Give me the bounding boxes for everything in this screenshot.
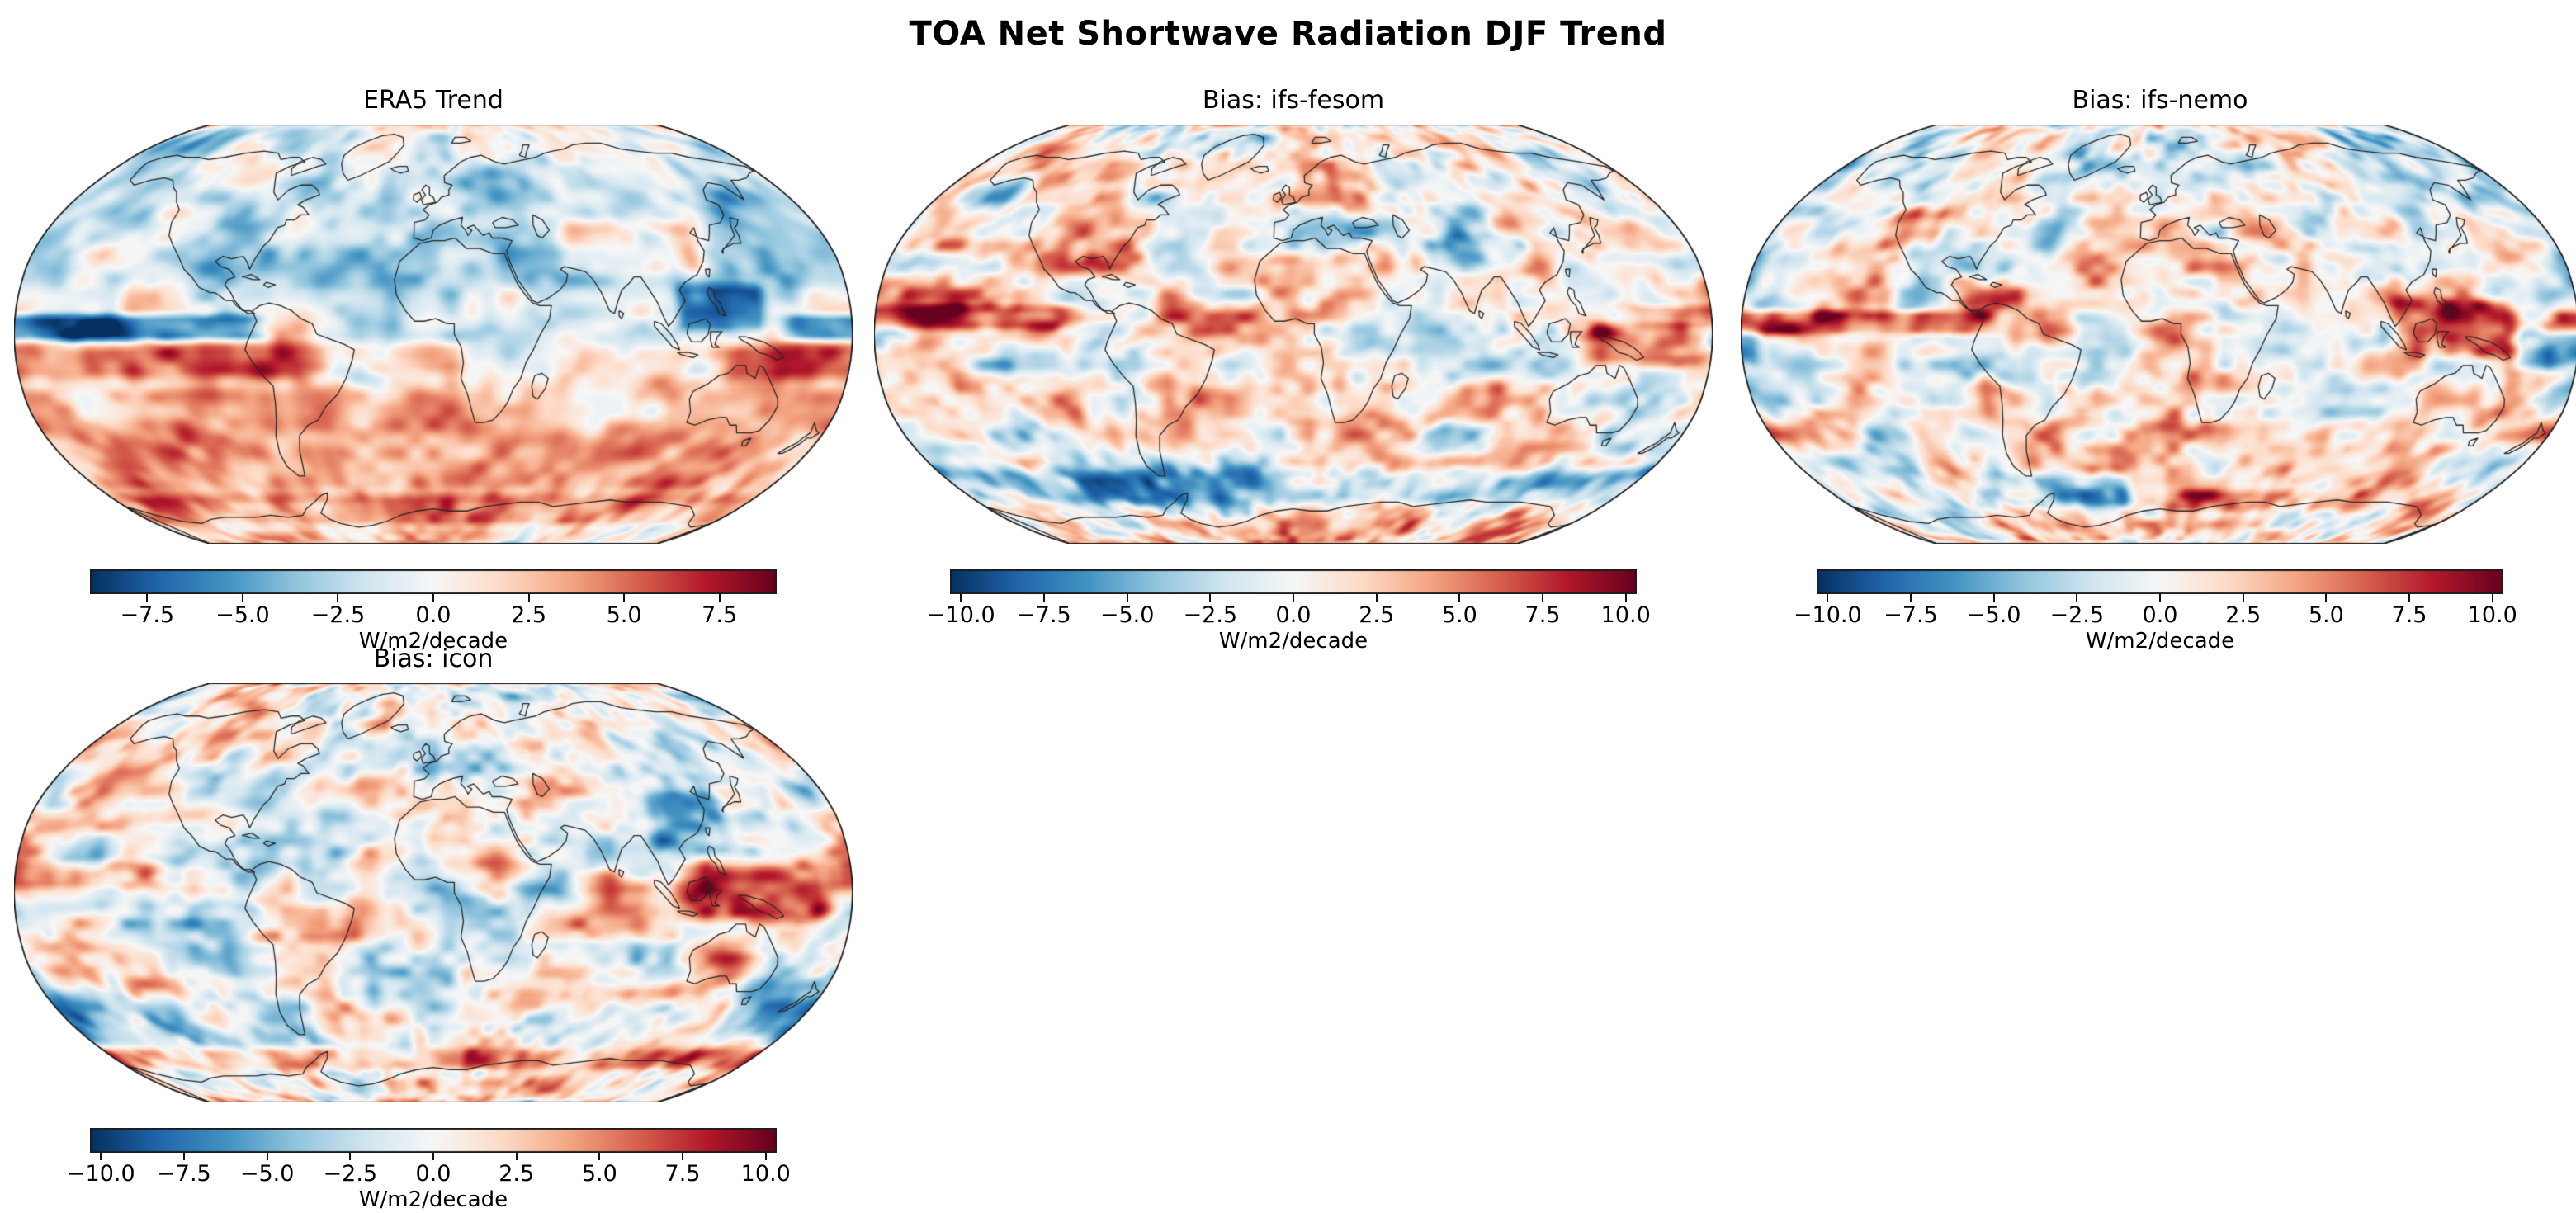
colorbar-tick-label: 0.0 bbox=[2142, 602, 2178, 628]
colorbar-tick-mark bbox=[241, 594, 243, 602]
colorbar-tick-label: −7.5 bbox=[1884, 602, 1938, 628]
colorbar-tick-mark bbox=[764, 1153, 767, 1160]
colorbar-tick-label: −2.5 bbox=[2049, 602, 2105, 628]
colorbar-tick-mark bbox=[2076, 594, 2078, 602]
colorbar-tick-mark bbox=[1209, 594, 1212, 602]
colorbar-tick-mark bbox=[182, 1153, 185, 1160]
era5-colorbar: W/m2/decade −7.5 −5.0 −2.5 0.0 2.5 5.0 7.5 bbox=[90, 569, 777, 662]
colorbar-tick-mark bbox=[598, 1153, 601, 1160]
ifs-fesom-colorbar: W/m2/decade −10.0 −7.5 −5.0 −2.5 0.0 2.5 5.0 7.… bbox=[927, 569, 1651, 662]
colorbar-tick-mark bbox=[1126, 594, 1128, 602]
ifs-nemo-map-canvas bbox=[1741, 125, 2576, 544]
colorbar-gradient bbox=[90, 569, 777, 594]
subplot-title: ERA5 Trend bbox=[363, 86, 503, 115]
colorbar-tick-mark bbox=[337, 594, 339, 602]
colorbar-tick-mark bbox=[2242, 594, 2244, 602]
colorbar-tick-label: 2.5 bbox=[2225, 602, 2262, 628]
colorbar-tick-mark bbox=[1542, 594, 1544, 602]
colorbar-tick-label: −5.0 bbox=[1966, 602, 2021, 628]
colorbar-tick-label: −7.5 bbox=[1017, 602, 1071, 628]
colorbar-tick-mark bbox=[515, 1153, 518, 1160]
ifs-nemo-colorbar: W/m2/decade −10.0 −7.5 −5.0 −2.5 0.0 2.5 5.0 7.… bbox=[1794, 569, 2517, 662]
colorbar-tick-label: 7.5 bbox=[664, 1161, 701, 1187]
colorbar-tick-mark bbox=[718, 594, 721, 602]
colorbar-tick-mark bbox=[1293, 594, 1294, 602]
colorbar-tick-mark bbox=[1624, 594, 1627, 602]
figure-title: TOA Net Shortwave Radiation DJF Trend bbox=[909, 15, 1667, 53]
colorbar-tick-label: −2.5 bbox=[1183, 602, 1238, 628]
colorbar-tick-label: −10.0 bbox=[66, 1161, 135, 1187]
colorbar-tick-label: 0.0 bbox=[415, 602, 451, 628]
ifs-fesom-map-canvas bbox=[874, 125, 1713, 544]
colorbar-tick-mark bbox=[623, 594, 626, 602]
colorbar-tick-label: −10.0 bbox=[1793, 602, 1862, 628]
colorbar-tick-label: 5.0 bbox=[581, 1161, 617, 1187]
colorbar-tick-mark bbox=[1909, 594, 1912, 602]
colorbar-tick-mark bbox=[960, 594, 962, 602]
colorbar-tick-label: −5.0 bbox=[215, 602, 270, 628]
colorbar-tick-label: −5.0 bbox=[1099, 602, 1155, 628]
colorbar-tick-label: −7.5 bbox=[120, 602, 175, 628]
colorbar-unit-label: W/m2/decade bbox=[2085, 629, 2235, 654]
subplot-title: Bias: ifs-nemo bbox=[2072, 86, 2248, 115]
colorbar-tick-mark bbox=[432, 1153, 434, 1160]
colorbar-tick-mark bbox=[527, 594, 530, 602]
colorbar-tick-mark bbox=[432, 594, 434, 602]
colorbar-gradient bbox=[1817, 569, 2503, 594]
colorbar-tick-label: −2.5 bbox=[310, 602, 366, 628]
colorbar-tick-mark bbox=[146, 594, 149, 602]
colorbar-tick-label: 10.0 bbox=[2467, 602, 2517, 628]
colorbar-tick-label: 10.0 bbox=[740, 1161, 791, 1187]
colorbar-tick-mark bbox=[349, 1153, 352, 1160]
colorbar-tick-label: 0.0 bbox=[415, 1161, 451, 1187]
icon-colorbar: W/m2/decade −10.0 −7.5 −5.0 −2.5 0.0 2.5 5.0 7.… bbox=[67, 1128, 791, 1213]
colorbar-tick-mark bbox=[1992, 594, 1995, 602]
colorbar-tick-label: 2.5 bbox=[1359, 602, 1395, 628]
colorbar-gradient bbox=[90, 1128, 777, 1153]
subplot-bias-ifs-fesom: Bias: ifs-fesom W/m2/decade −10.0 −7.5 −5.… bbox=[874, 86, 1713, 663]
colorbar-tick-mark bbox=[2159, 594, 2161, 602]
colorbar-tick-label: 5.0 bbox=[2308, 602, 2344, 628]
colorbar-tick-mark bbox=[1827, 594, 1829, 602]
colorbar-unit-label: W/m2/decade bbox=[358, 1187, 508, 1212]
colorbar-tick-mark bbox=[2408, 594, 2411, 602]
era5-map-canvas bbox=[14, 125, 853, 544]
subplot-bias-icon: Bias: icon W/m2/decade −10.0 −7.5 −5.0 −2.5… bbox=[14, 644, 853, 1213]
colorbar-tick-label: 7.5 bbox=[1524, 602, 1561, 628]
subplot-title: Bias: icon bbox=[373, 644, 494, 673]
subplot-title: Bias: ifs-fesom bbox=[1202, 86, 1385, 115]
colorbar-unit-label: W/m2/decade bbox=[1218, 629, 1368, 654]
colorbar-tick-label: −2.5 bbox=[323, 1161, 378, 1187]
colorbar-tick-label: −7.5 bbox=[157, 1161, 211, 1187]
colorbar-tick-label: 7.5 bbox=[2391, 602, 2427, 628]
colorbar-tick-mark bbox=[100, 1153, 102, 1160]
colorbar-tick-mark bbox=[2491, 594, 2493, 602]
colorbar-tick-mark bbox=[2325, 594, 2328, 602]
colorbar-tick-mark bbox=[1042, 594, 1045, 602]
colorbar-tick-mark bbox=[266, 1153, 268, 1160]
subplot-era5: ERA5 Trend W/m2/decade −7.5 −5.0 −2.5 0.0 2.… bbox=[14, 86, 853, 663]
colorbar-tick-label: 2.5 bbox=[511, 602, 547, 628]
subplot-bias-ifs-nemo: Bias: ifs-nemo W/m2/decade −10.0 −7.5 −5.0… bbox=[1741, 86, 2576, 663]
colorbar-tick-label: 0.0 bbox=[1275, 602, 1312, 628]
colorbar-tick-label: 7.5 bbox=[702, 602, 738, 628]
colorbar-tick-label: 2.5 bbox=[499, 1161, 535, 1187]
colorbar-tick-mark bbox=[682, 1153, 684, 1160]
colorbar-tick-label: 5.0 bbox=[606, 602, 642, 628]
colorbar-tick-label: −5.0 bbox=[239, 1161, 295, 1187]
colorbar-tick-label: 10.0 bbox=[1600, 602, 1651, 628]
colorbar-tick-label: −10.0 bbox=[926, 602, 995, 628]
colorbar-tick-label: 5.0 bbox=[1441, 602, 1477, 628]
icon-map-canvas bbox=[14, 683, 853, 1102]
colorbar-gradient bbox=[950, 569, 1637, 594]
colorbar-tick-mark bbox=[1458, 594, 1461, 602]
colorbar-tick-mark bbox=[1375, 594, 1378, 602]
colorbar-unit-label: W/m2/decade bbox=[358, 629, 508, 654]
